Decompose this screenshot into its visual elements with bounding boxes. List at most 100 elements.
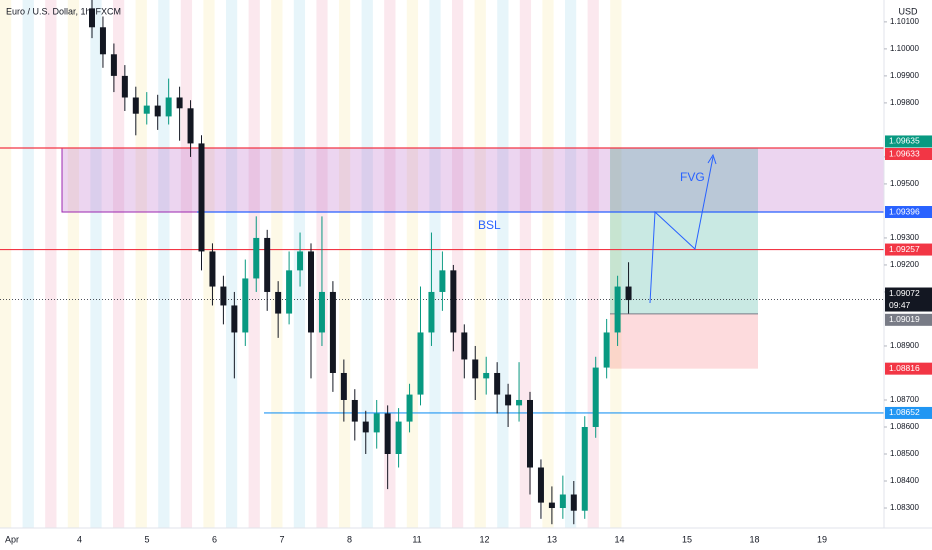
price-label: 1.09635 — [889, 136, 920, 146]
candle-body — [581, 426, 588, 511]
candle-body — [209, 251, 216, 287]
price-label: 1.09072 — [889, 288, 920, 298]
y-tick-label: 1.08900 — [890, 341, 919, 350]
price-label: 1.09633 — [889, 148, 920, 158]
session-stripe — [576, 0, 588, 528]
currency: USD — [898, 6, 918, 16]
session-stripe — [598, 0, 611, 528]
session-stripe — [553, 0, 565, 528]
candle-body — [165, 97, 172, 117]
candle-body — [548, 502, 555, 509]
candle-body — [318, 291, 325, 333]
price-label: 1.09019 — [889, 314, 920, 324]
candle-body — [187, 108, 194, 144]
y-tick-label: 1.09200 — [890, 260, 919, 269]
candle-body — [275, 291, 282, 314]
fvg-zone — [61, 147, 885, 213]
session-stripe — [101, 0, 113, 528]
price-label-bg — [885, 362, 932, 375]
candle-body — [559, 494, 566, 509]
session-stripe — [339, 0, 351, 528]
candle-body — [494, 372, 501, 395]
session-stripe — [384, 0, 396, 528]
session-stripe — [226, 0, 238, 528]
candle-body — [340, 372, 347, 400]
target-zone — [610, 147, 758, 314]
session-stripe — [497, 0, 509, 528]
candle-body — [351, 399, 358, 422]
x-tick-label: 14 — [614, 534, 624, 544]
candle-body — [132, 97, 139, 114]
session-stripe — [169, 0, 181, 528]
session-stripe — [113, 0, 125, 528]
candle-body — [395, 421, 402, 454]
price-label-bg — [885, 148, 932, 161]
session-stripe — [180, 0, 193, 528]
session-stripe — [79, 0, 91, 528]
price-label: 1.08816 — [889, 363, 920, 373]
y-tick-label: 1.08400 — [890, 476, 919, 485]
y-tick-label: 1.08500 — [890, 449, 919, 458]
candle-body — [242, 278, 249, 333]
session-stripe — [621, 0, 633, 528]
price-label-bg — [885, 243, 932, 256]
session-stripe — [282, 0, 294, 528]
candle-body — [450, 270, 457, 333]
session-stripe — [508, 0, 520, 528]
candle-body — [176, 97, 183, 109]
session-stripe — [565, 0, 577, 528]
y-tick-label: 1.08300 — [890, 503, 919, 512]
session-stripe — [135, 0, 147, 528]
session-stripe — [327, 0, 339, 528]
session-stripe — [361, 0, 373, 528]
price-label-bg — [885, 287, 932, 312]
session-stripe — [519, 0, 532, 528]
candle-body — [264, 237, 271, 292]
y-tick-label: 1.10100 — [890, 17, 919, 26]
session-stripe — [33, 0, 46, 528]
session-stripe — [158, 0, 170, 528]
y-tick-label: 1.09300 — [890, 233, 919, 242]
y-tick-label: 1.09500 — [890, 179, 919, 188]
session-stripe — [22, 0, 34, 528]
candle-body — [505, 394, 512, 406]
x-tick-label: 19 — [817, 534, 827, 544]
session-stripe — [395, 0, 407, 528]
candle-body — [329, 291, 336, 373]
session-stripe — [463, 0, 475, 528]
candle-body — [121, 75, 128, 98]
session-stripe — [45, 0, 57, 528]
x-tick-label: 13 — [547, 534, 557, 544]
x-tick-label: 18 — [749, 534, 759, 544]
y-tick-label: 1.09800 — [890, 98, 919, 107]
candle-body — [461, 332, 468, 360]
price-label: 1.09257 — [889, 244, 920, 254]
session-stripe — [271, 0, 283, 528]
x-tick-label: 6 — [212, 534, 217, 544]
session-stripe — [418, 0, 430, 528]
candle-body — [231, 305, 238, 333]
projection-arrow — [649, 156, 714, 304]
price-label: 1.08652 — [889, 407, 920, 417]
candle-body — [439, 270, 446, 292]
session-stripe — [610, 0, 622, 528]
candle-body — [570, 494, 577, 511]
annotation: FVG — [680, 170, 705, 184]
candle-body — [308, 251, 314, 333]
price-label-bg — [885, 406, 932, 419]
session-stripe — [587, 0, 599, 528]
x-tick-label: 5 — [144, 534, 149, 544]
candle-body — [483, 372, 490, 379]
candle-body — [614, 286, 621, 333]
candle-body — [625, 286, 632, 301]
candle-body — [220, 286, 227, 306]
y-tick-label: 1.08600 — [890, 422, 919, 431]
stop-zone — [610, 313, 758, 369]
candle-body — [516, 399, 523, 406]
session-stripe — [485, 0, 498, 528]
x-tick-label: 11 — [412, 534, 421, 544]
session-stripe — [372, 0, 385, 528]
session-stripe — [90, 0, 102, 528]
arrow-head — [707, 153, 717, 165]
